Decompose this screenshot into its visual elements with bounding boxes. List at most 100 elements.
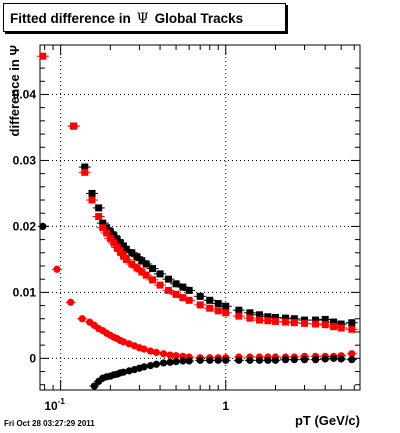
data-point-square	[290, 319, 298, 327]
data-point-square	[196, 292, 204, 300]
chart-title: Fitted difference in Ψ Global Tracks	[3, 3, 286, 32]
title-prefix: Fitted difference in	[10, 11, 131, 26]
data-point-square	[185, 296, 193, 304]
data-point-square	[271, 317, 279, 325]
data-point-circle	[67, 298, 75, 306]
data-point-circle	[159, 350, 168, 358]
data-point-square	[95, 213, 103, 221]
data-point-circle	[348, 356, 356, 364]
y-tick-label: 0.03	[13, 153, 37, 167]
data-point-circle	[78, 315, 86, 323]
data-point-square	[172, 290, 180, 298]
data-point-square	[330, 323, 338, 331]
data-point-square	[81, 168, 89, 176]
data-point-square	[119, 251, 127, 259]
data-point-circle	[39, 222, 47, 231]
data-point-circle	[166, 351, 174, 359]
data-point-square	[321, 321, 329, 329]
data-point-circle	[312, 356, 320, 364]
data-point-circle	[264, 356, 272, 364]
series-black-markers-upper	[67, 122, 358, 328]
data-point-square	[148, 276, 156, 284]
x-tick-label: 1	[222, 399, 229, 413]
data-point-square	[337, 320, 345, 328]
data-point-square	[88, 189, 96, 197]
data-point-square	[138, 257, 146, 265]
data-point-square	[312, 320, 320, 328]
data-point-circle	[214, 356, 222, 364]
y-axis-title: difference in Ψ	[7, 45, 22, 136]
data-point-square	[103, 229, 111, 237]
data-point-square	[255, 316, 263, 324]
data-point-square	[330, 318, 338, 326]
x-tick-label-exponent: -1	[58, 397, 66, 406]
data-point-square	[110, 239, 118, 247]
series-red-markers-lower	[51, 265, 357, 362]
data-point-square	[222, 309, 230, 317]
data-point-square	[196, 301, 204, 309]
data-point-square	[113, 244, 121, 252]
data-point-circle	[271, 356, 280, 364]
data-point-circle	[222, 356, 230, 364]
data-point-square	[122, 245, 130, 253]
data-point-circle	[152, 348, 160, 356]
data-point-square	[116, 247, 124, 255]
data-point-square	[185, 286, 193, 294]
data-point-square	[312, 316, 320, 324]
data-point-square	[206, 296, 214, 304]
data-point-square	[222, 302, 230, 310]
x-tick-label: 10-1	[44, 397, 65, 413]
data-point-circle	[159, 359, 168, 367]
data-point-circle	[255, 356, 264, 364]
plot-frame	[39, 44, 361, 391]
data-point-square	[281, 314, 289, 322]
data-point-square	[70, 122, 78, 130]
data-point-square	[128, 260, 136, 268]
data-point-circle	[172, 352, 180, 360]
data-point-square	[235, 306, 243, 314]
data-point-square	[95, 204, 103, 212]
data-point-square	[142, 260, 150, 268]
data-point-square	[164, 286, 172, 294]
data-point-circle	[337, 355, 345, 363]
data-point-square	[133, 264, 141, 272]
data-point-square	[142, 271, 150, 279]
data-point-square	[156, 281, 164, 289]
data-point-square	[348, 325, 356, 333]
data-point-square	[106, 228, 114, 236]
data-point-circle	[90, 382, 98, 390]
data-point-square	[172, 280, 180, 288]
data-point-square	[348, 319, 356, 327]
data-point-circle	[246, 356, 254, 364]
data-point-circle	[321, 355, 329, 363]
data-point-square	[281, 318, 289, 326]
data-point-square	[148, 265, 156, 273]
data-point-square	[122, 255, 130, 263]
data-point-square	[264, 313, 272, 321]
data-point-circle	[152, 360, 160, 368]
data-point-square	[179, 294, 187, 302]
data-point-circle	[172, 358, 180, 366]
data-point-circle	[330, 354, 338, 362]
data-point-square	[39, 52, 47, 60]
data-point-square	[255, 311, 263, 319]
series-red-markers-upper	[36, 52, 358, 333]
data-point-circle	[179, 357, 187, 365]
data-point-square	[264, 317, 272, 325]
data-point-square	[214, 307, 222, 315]
data-point-square	[271, 313, 279, 321]
data-point-square	[106, 234, 114, 242]
data-point-circle	[300, 356, 309, 364]
series-black-markers-lower	[37, 222, 357, 390]
data-point-circle	[53, 265, 61, 273]
data-point-square	[156, 270, 164, 278]
data-point-square	[337, 324, 345, 332]
y-tick-label: 0	[29, 351, 36, 365]
data-point-circle	[348, 350, 356, 358]
data-point-circle	[185, 357, 193, 365]
data-point-circle	[166, 358, 174, 366]
data-point-circle	[140, 345, 148, 353]
data-point-square	[133, 253, 141, 261]
data-point-square	[138, 268, 146, 276]
